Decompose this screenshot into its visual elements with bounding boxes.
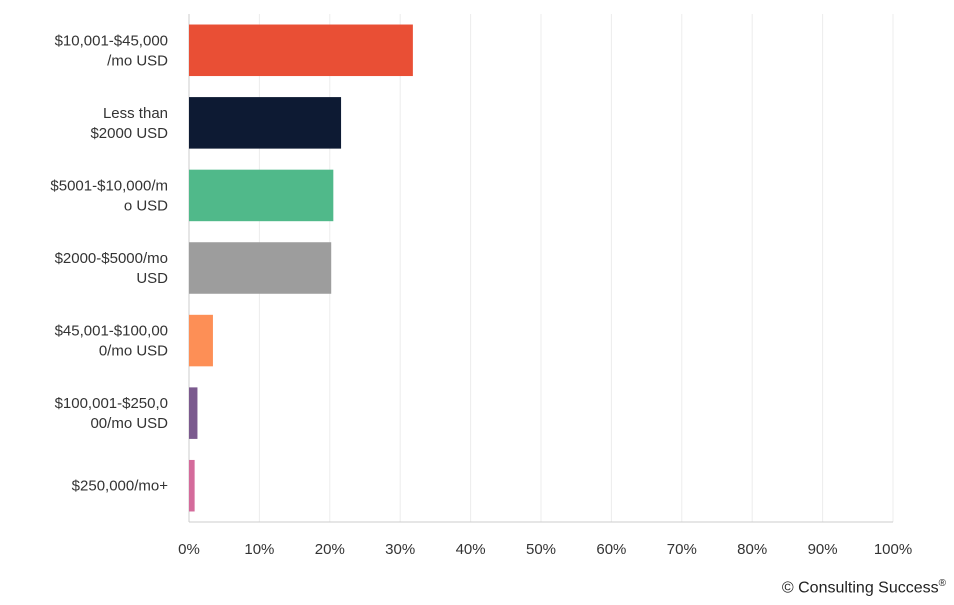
bar — [189, 242, 332, 294]
x-tick-label: 30% — [385, 541, 415, 558]
category-label: Less than $2000 USD — [90, 105, 168, 142]
category-label-line: $5001-$10,000/m — [50, 177, 168, 194]
bar-chart: $10,001-$45,000/mo USD Less than $2000 USD… — [50, 14, 912, 558]
category-label-line: $10,001-$45,000 — [55, 32, 168, 49]
x-tick-label: 20% — [315, 541, 345, 558]
bar — [189, 314, 213, 367]
category-label: $250,000/mo+ — [72, 478, 169, 495]
bar — [189, 387, 198, 439]
x-tick-labels: 0% 10% 20% 30% 40% 50% 60% 70% 80% 90% 100% — [178, 541, 912, 558]
bar — [189, 24, 413, 77]
category-labels: $10,001-$45,000/mo USD Less than $2000 USD… — [50, 32, 168, 494]
category-label-line: 0/mo USD — [99, 343, 168, 360]
registered-mark: ® — [938, 577, 946, 589]
category-label-line: Less than — [103, 105, 168, 122]
category-label-line: $45,001-$100,00 — [55, 323, 168, 340]
category-label-line: $2000-$5000/mo — [55, 250, 168, 267]
x-tick-label: 90% — [808, 541, 838, 558]
category-label: $10,001-$45,000/mo USD — [55, 32, 169, 69]
x-tick-label: 10% — [244, 541, 274, 558]
x-tick-label: 100% — [874, 541, 912, 558]
bar — [189, 97, 342, 149]
category-label-line: 00/mo USD — [90, 415, 168, 432]
category-label-line: $250,000/mo+ — [72, 478, 169, 495]
category-label: $45,001-$100,00 0/mo USD — [55, 323, 169, 360]
x-tick-label: 80% — [737, 541, 767, 558]
bars — [189, 24, 413, 512]
category-label: $100,001-$250,0 00/mo USD — [55, 395, 169, 432]
x-tick-label: 60% — [596, 541, 626, 558]
category-label: $5001-$10,000/m o USD — [50, 177, 168, 214]
category-label-line: /mo USD — [107, 52, 168, 69]
credit: © Consulting Success® — [782, 578, 946, 597]
bar — [189, 459, 195, 512]
category-label-line: o USD — [124, 197, 168, 214]
category-label: $2000-$5000/mo USD — [55, 250, 169, 287]
x-tick-label: 0% — [178, 541, 200, 558]
category-label-line: $2000 USD — [90, 125, 168, 142]
x-tick-label: 50% — [526, 541, 556, 558]
bar — [189, 169, 334, 222]
x-tick-label: 70% — [667, 541, 697, 558]
x-tick-label: 40% — [456, 541, 486, 558]
credit-text: © Consulting Success — [781, 579, 939, 596]
category-label-line: USD — [136, 270, 168, 287]
category-label-line: $100,001-$250,0 — [55, 395, 168, 412]
